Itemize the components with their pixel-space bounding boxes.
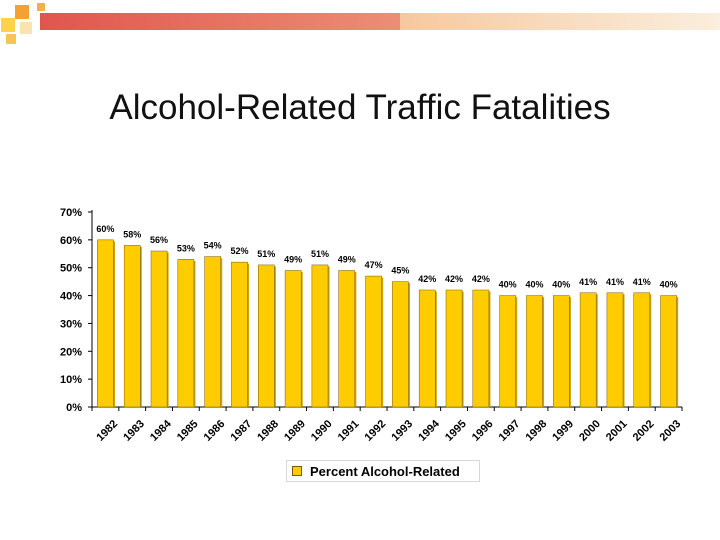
data-label: 42% <box>445 274 463 284</box>
y-tick-label: 20% <box>60 346 82 358</box>
x-tick-label: 1999 <box>550 418 576 444</box>
bar <box>499 295 516 408</box>
x-tick-label: 1989 <box>282 418 308 444</box>
data-label: 42% <box>418 274 436 284</box>
bar <box>177 259 195 408</box>
x-tick-label: 1987 <box>228 418 254 444</box>
bar <box>231 261 248 408</box>
bar <box>338 270 356 408</box>
x-tick-label: 1988 <box>255 418 281 444</box>
data-label: 41% <box>633 277 651 287</box>
bar <box>365 275 382 408</box>
x-tick-label: 1994 <box>416 417 442 443</box>
data-label: 56% <box>150 235 168 245</box>
x-tick-label: 1991 <box>336 418 362 444</box>
y-tick-label: 10% <box>60 374 82 386</box>
x-tick-label: 1997 <box>497 418 523 444</box>
x-tick-label: 1982 <box>94 418 120 444</box>
data-label: 51% <box>311 249 329 259</box>
data-label: 58% <box>123 229 141 239</box>
y-tick-label: 0% <box>66 402 82 414</box>
header-square-small <box>37 3 45 11</box>
bar <box>123 245 141 408</box>
bar <box>660 295 677 408</box>
header-square-bottom <box>6 34 16 44</box>
x-tick-label: 2002 <box>631 418 657 444</box>
y-tick-label: 30% <box>60 318 82 330</box>
bar <box>418 289 436 408</box>
x-tick-label: 1984 <box>148 417 174 443</box>
legend-swatch <box>292 466 302 476</box>
bar <box>553 295 570 408</box>
data-label: 40% <box>525 280 543 290</box>
y-tick-label: 40% <box>60 291 82 303</box>
x-tick-label: 1995 <box>443 418 469 444</box>
header-square-light <box>20 22 32 34</box>
data-label: 42% <box>472 274 490 284</box>
data-label: 49% <box>284 255 302 265</box>
data-label: 52% <box>230 246 248 256</box>
header-band-red <box>40 13 400 30</box>
bar <box>633 292 651 408</box>
x-tick-label: 1998 <box>523 418 549 444</box>
bar <box>445 289 463 408</box>
data-label: 40% <box>499 280 517 290</box>
data-label: 51% <box>257 249 275 259</box>
bar <box>97 239 114 408</box>
x-tick-label: 2000 <box>577 418 603 444</box>
x-tick-label: 1990 <box>309 418 335 444</box>
x-tick-label: 1986 <box>202 418 228 444</box>
legend-label: Percent Alcohol-Related <box>310 463 460 479</box>
x-tick-label: 1996 <box>470 418 496 444</box>
x-tick-label: 1992 <box>363 418 389 444</box>
bar <box>392 281 409 408</box>
data-label: 40% <box>552 280 570 290</box>
header-square-orange <box>15 5 29 19</box>
x-tick-label: 1993 <box>389 418 415 444</box>
data-label: 45% <box>391 266 409 276</box>
header-band-peach <box>400 13 720 30</box>
x-tick-label: 2001 <box>604 418 630 444</box>
bar <box>150 250 168 408</box>
y-tick-label: 50% <box>60 263 82 275</box>
x-tick-label: 2003 <box>658 418 684 444</box>
bar <box>606 292 624 408</box>
bar <box>204 256 221 408</box>
bar <box>579 292 597 408</box>
data-label: 49% <box>338 255 356 265</box>
bar <box>472 289 490 408</box>
legend: Percent Alcohol-Related <box>286 460 480 482</box>
bar <box>258 264 275 408</box>
y-tick-label: 70% <box>60 207 82 219</box>
bar <box>284 270 302 408</box>
y-tick-label: 60% <box>60 235 82 247</box>
data-label: 41% <box>606 277 624 287</box>
x-tick-label: 1985 <box>175 418 201 444</box>
bar <box>526 295 543 408</box>
data-label: 40% <box>660 280 678 290</box>
data-label: 60% <box>96 224 114 234</box>
data-label: 53% <box>177 243 195 253</box>
header-square-yellow <box>1 18 15 32</box>
data-label: 41% <box>579 277 597 287</box>
x-tick-label: 1983 <box>121 418 147 444</box>
slide-title: Alcohol-Related Traffic Fatalities <box>109 88 611 127</box>
data-label: 54% <box>204 241 222 251</box>
data-label: 47% <box>365 260 383 270</box>
bar <box>311 264 329 408</box>
